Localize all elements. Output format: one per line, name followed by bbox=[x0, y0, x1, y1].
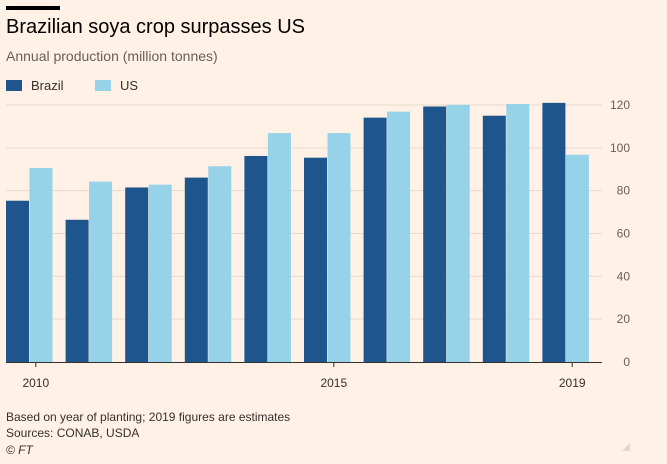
x-tick-label-2015: 2015 bbox=[320, 376, 347, 390]
y-tick-label-60: 60 bbox=[617, 227, 631, 241]
x-tick-label-2019: 2019 bbox=[559, 376, 586, 390]
chart-subtitle: Annual production (million tonnes) bbox=[6, 48, 218, 64]
ft-top-rule bbox=[6, 6, 60, 10]
bar-chart: 0 20 40 60 80 100 120 2010 2015 2019 bbox=[6, 98, 631, 390]
legend-swatch-us bbox=[95, 80, 111, 91]
bar-brazil-2015 bbox=[304, 157, 327, 362]
bar-us-2011 bbox=[89, 181, 113, 362]
bar-brazil-2019 bbox=[542, 102, 566, 362]
corner-resize-mark bbox=[622, 443, 630, 451]
legend-label-us: US bbox=[120, 78, 139, 93]
ft-credit: © FT bbox=[6, 443, 33, 457]
bar-us-2012 bbox=[148, 184, 172, 362]
y-tick-label-20: 20 bbox=[617, 312, 631, 326]
bar-us-2017 bbox=[446, 104, 470, 363]
y-tick-label-0: 0 bbox=[623, 355, 630, 369]
legend-swatch-brazil bbox=[6, 80, 22, 91]
y-tick-label-40: 40 bbox=[617, 269, 631, 283]
chart-title: Brazilian soya crop surpasses US bbox=[6, 16, 306, 38]
bar-us-2019 bbox=[565, 154, 589, 362]
y-tick-label-120: 120 bbox=[610, 98, 630, 112]
bar-us-2014 bbox=[267, 133, 291, 362]
bar-brazil-2017 bbox=[423, 106, 447, 362]
bar-brazil-2010 bbox=[6, 200, 29, 362]
bar-brazil-2018 bbox=[482, 115, 506, 362]
bar-brazil-2012 bbox=[125, 187, 149, 362]
bar-us-2010 bbox=[29, 167, 53, 362]
bar-brazil-2013 bbox=[184, 177, 208, 362]
bar-brazil-2011 bbox=[65, 219, 89, 362]
legend-label-brazil: Brazil bbox=[31, 78, 64, 93]
bar-us-2016 bbox=[387, 111, 411, 363]
bar-us-2013 bbox=[208, 166, 232, 362]
sources-note: Sources: CONAB, USDA bbox=[6, 426, 140, 440]
y-tick-label-100: 100 bbox=[610, 141, 630, 155]
bar-us-2015 bbox=[327, 133, 351, 362]
x-tick-label-2010: 2010 bbox=[22, 376, 49, 390]
legend-item-us: US bbox=[95, 78, 138, 93]
bar-brazil-2016 bbox=[363, 117, 387, 362]
bar-us-2018 bbox=[506, 103, 530, 362]
y-tick-label-80: 80 bbox=[617, 184, 631, 198]
footnote: Based on year of planting; 2019 figures … bbox=[6, 410, 291, 424]
bar-brazil-2014 bbox=[244, 155, 268, 362]
legend-item-brazil: Brazil bbox=[6, 78, 64, 93]
